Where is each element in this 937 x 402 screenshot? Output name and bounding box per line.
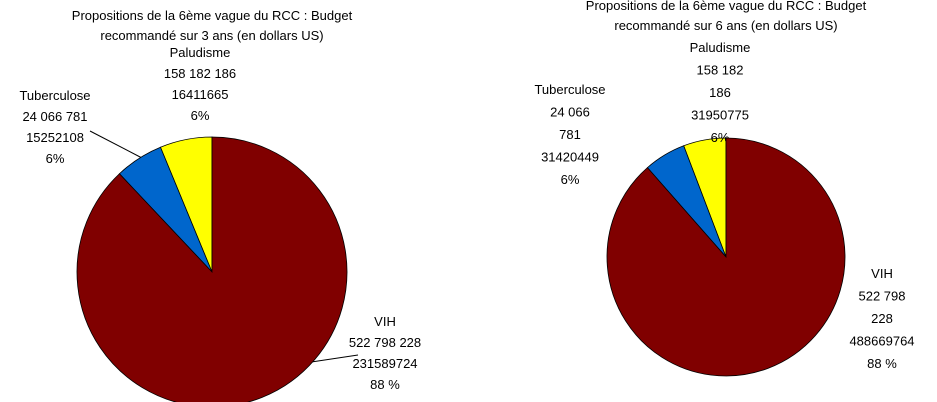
category-label: VIH <box>374 314 396 329</box>
value-label: 16411665 <box>172 87 229 102</box>
pie-slice <box>76 136 348 402</box>
slice-label: Tuberculose 24 066 781 15252108 6% <box>19 88 90 166</box>
category-label: VIH <box>871 266 893 281</box>
amount-label: 158 182 186 <box>164 66 236 81</box>
value-label: 31950775 <box>691 108 749 123</box>
category-label: Paludisme <box>170 45 231 60</box>
category-label: Tuberculose <box>534 82 605 97</box>
leader-line <box>89 130 143 159</box>
percent-label: 88 % <box>370 377 400 392</box>
value-label: 31420449 <box>541 150 599 165</box>
amount-label: 24 066 <box>550 105 590 120</box>
category-label: Tuberculose <box>19 88 90 103</box>
title-line: recommandé sur 3 ans (en dollars US) <box>100 28 323 43</box>
pie-slice <box>606 137 846 377</box>
value-label: 488669764 <box>849 334 914 349</box>
category-label: Paludisme <box>690 40 751 55</box>
amount-label: 781 <box>559 127 581 142</box>
chart-title: Propositions de la 6ème vague du RCC : B… <box>586 0 867 33</box>
slice-label: Paludisme 158 182 186 16411665 6% <box>164 45 236 123</box>
title-line: Propositions de la 6ème vague du RCC : B… <box>586 0 867 13</box>
title-line: Propositions de la 6ème vague du RCC : B… <box>72 8 353 23</box>
value-label: 231589724 <box>352 356 417 371</box>
title-line: recommandé sur 6 ans (en dollars US) <box>614 18 837 33</box>
slice-label: VIH 522 798 228 231589724 88 % <box>349 314 421 392</box>
amount-label: 522 798 <box>859 289 906 304</box>
amount-label: 24 066 781 <box>22 109 87 124</box>
chart-title: Propositions de la 6ème vague du RCC : B… <box>72 8 353 43</box>
percent-label: 88 % <box>867 356 897 371</box>
slice-label: Tuberculose 24 066 781 31420449 6% <box>534 82 605 187</box>
percent-label: 6% <box>191 108 210 123</box>
percent-label: 6% <box>561 172 580 187</box>
percent-label: 6% <box>46 151 65 166</box>
slice-label: VIH 522 798 228 488669764 88 % <box>849 266 914 371</box>
amount-label: 186 <box>709 85 731 100</box>
percent-label: 6% <box>711 130 730 145</box>
amount-label: 158 182 <box>697 63 744 78</box>
amount-label: 522 798 228 <box>349 335 421 350</box>
amount-label: 228 <box>871 311 893 326</box>
value-label: 15252108 <box>26 130 84 145</box>
slice-label: Paludisme 158 182 186 31950775 6% <box>690 40 751 145</box>
